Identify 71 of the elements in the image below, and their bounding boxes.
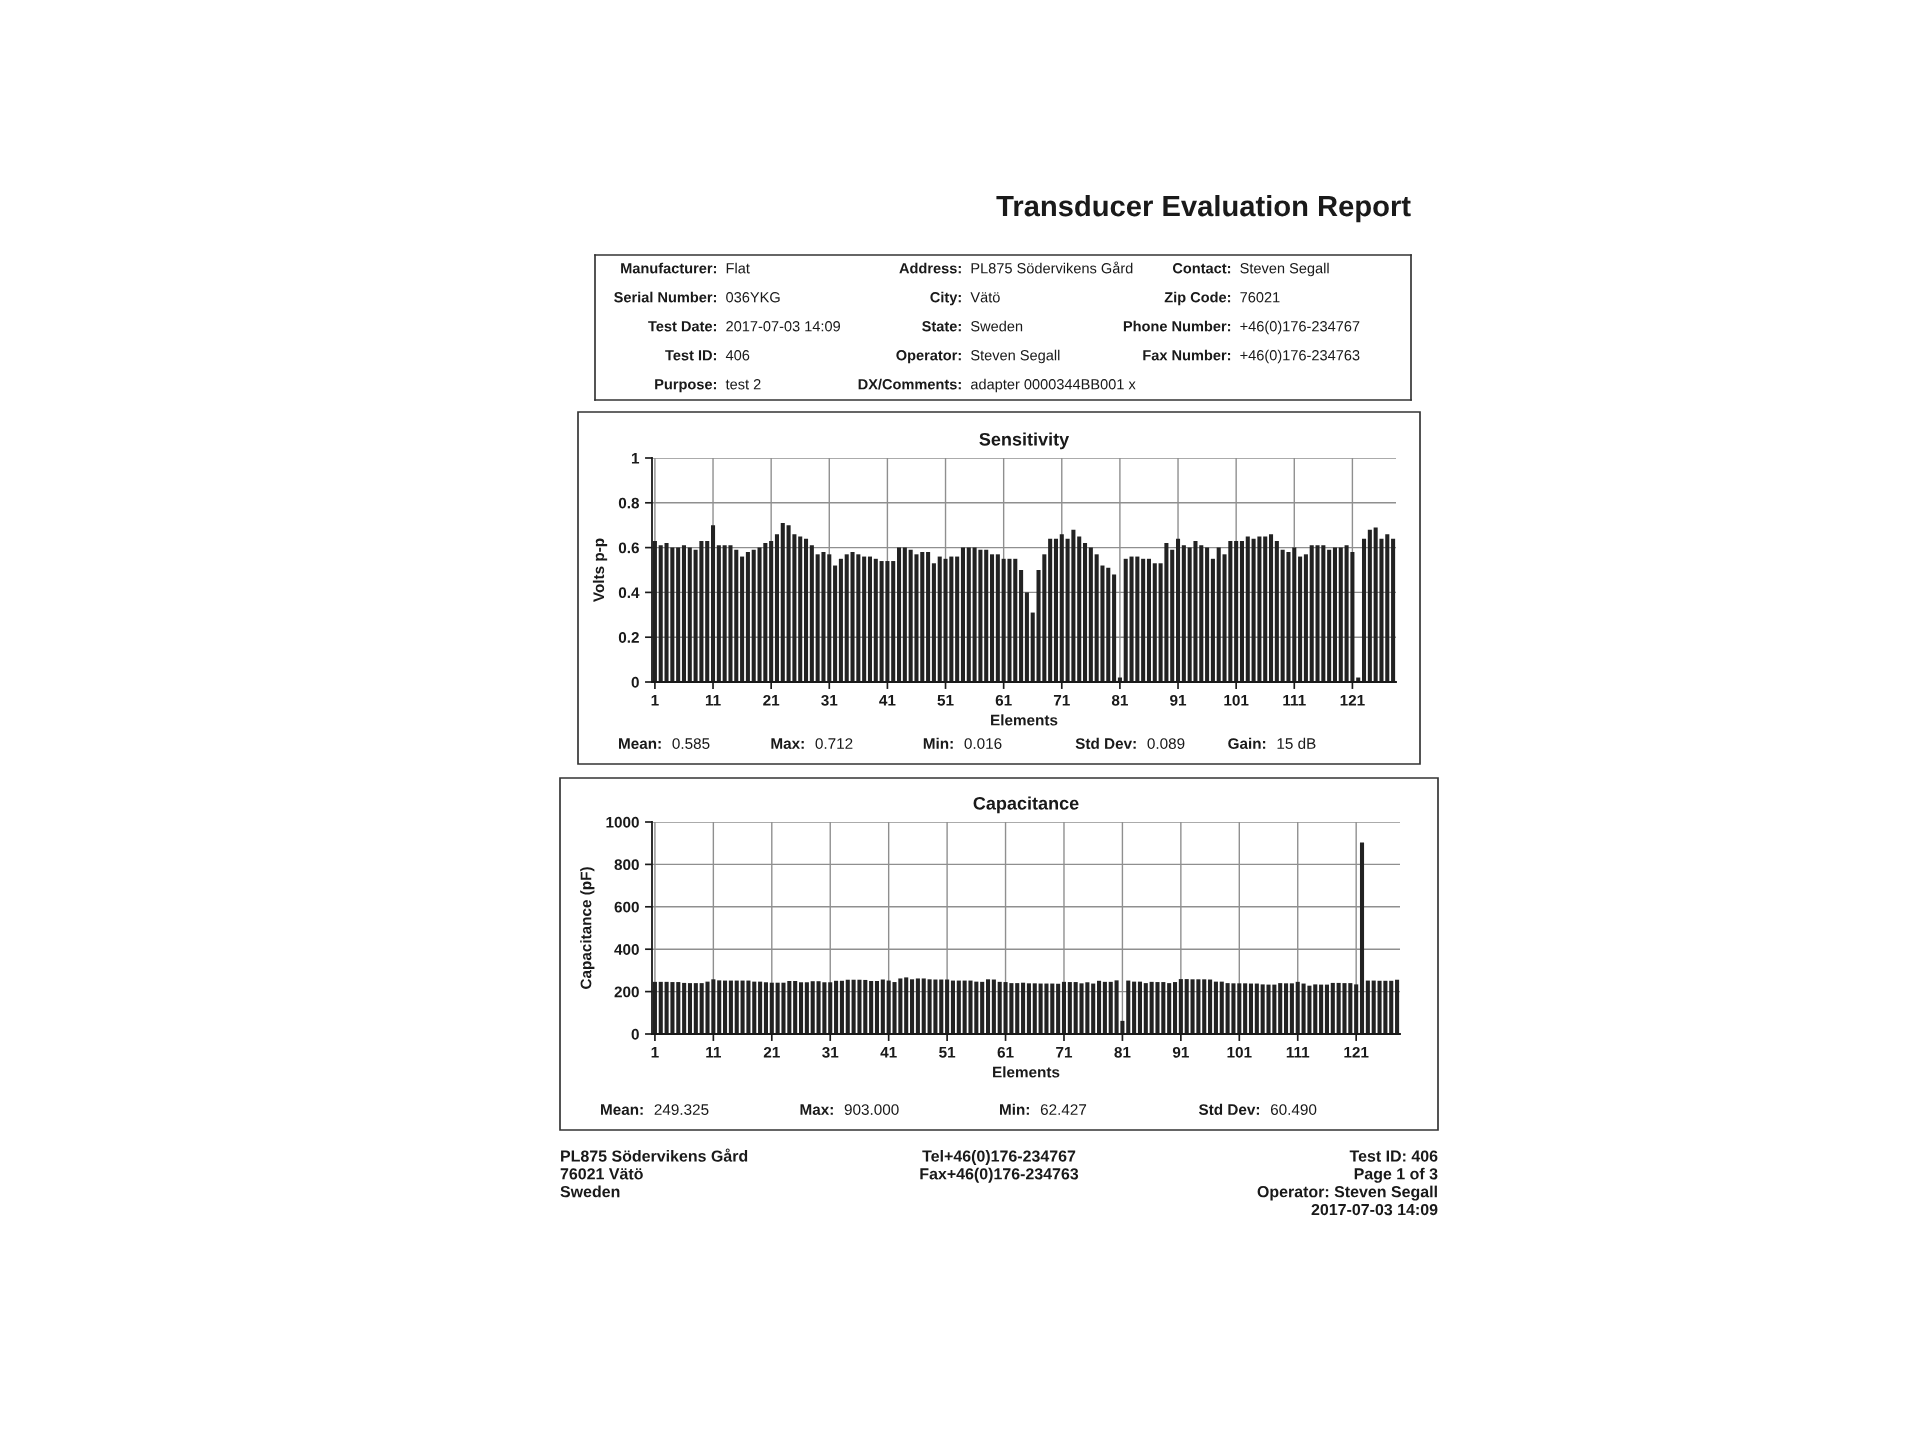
x-tick-label: 111 (1283, 695, 1306, 706)
y-axis-title: Volts p-p (592, 538, 608, 602)
y-tick-label: 0.4 (618, 587, 640, 599)
x-axis-title: Elements (991, 714, 1058, 726)
y-axis-title: Capacitance (pF) (580, 867, 595, 989)
x-tick-label: 11 (705, 695, 721, 706)
chart-title: Capacitance (973, 796, 1079, 814)
chart-title: Sensitivity (979, 432, 1070, 450)
text: Test ID: 406 Page 1 of 3 Operator: Steven Segall 2017-07-03 14:09 (1257, 1150, 1438, 1216)
x-tick-label: 1 (651, 695, 659, 706)
x-tick-label: 11 (706, 1047, 722, 1058)
x-tick-label: 41 (879, 695, 896, 706)
x-tick-label: 51 (937, 695, 954, 706)
x-tick-label: 31 (822, 1046, 839, 1058)
text: Address: PL875 Södervikens Gård (899, 261, 1133, 274)
x-tick-label: 91 (1172, 1046, 1189, 1058)
x-tick-label: 121 (1344, 1046, 1369, 1058)
y-tick-label: 1000 (606, 816, 639, 828)
y-tick-label: 200 (614, 986, 639, 998)
x-tick-label: 71 (1053, 695, 1070, 706)
text: City: Vätö (930, 291, 1000, 306)
text: Std Dev: 60.490 (1198, 1103, 1317, 1115)
y-tick-label: 600 (614, 901, 639, 913)
y-tick-label: 0 (631, 676, 639, 688)
text: PL875 Södervikens Gård 76021 Vätö Sweden (560, 1148, 748, 1198)
x-tick-label: 41 (880, 1047, 897, 1058)
text: Transducer Evaluation Report (996, 194, 1411, 223)
y-tick-label: 800 (614, 859, 639, 871)
text: DX/Comments: adapter 0000344BB001 x (858, 378, 1136, 393)
y-tick-label: 0 (631, 1028, 639, 1040)
x-tick-label: 101 (1224, 694, 1249, 706)
x-axis-title: Elements (993, 1066, 1060, 1078)
y-tick-label: 0.2 (618, 632, 639, 643)
text: Test ID: 406 (665, 350, 750, 361)
x-tick-label: 21 (763, 1046, 780, 1058)
x-tick-label: 51 (939, 1047, 956, 1058)
text: Max: 903.000 (800, 1104, 899, 1115)
x-tick-label: 81 (1111, 694, 1128, 706)
x-tick-label: 1 (651, 1047, 659, 1058)
x-tick-label: 111 (1286, 1047, 1310, 1058)
x-tick-label: 61 (995, 694, 1012, 706)
text: Mean: 0.585 (619, 738, 710, 749)
text: Phone Number: +46(0)176-234767 (1123, 320, 1360, 335)
text: Gain: 15 dB (1228, 737, 1316, 749)
text: Purpose: test 2 (655, 379, 761, 393)
x-tick-label: 31 (821, 694, 838, 706)
x-tick-label: 81 (1114, 1046, 1131, 1058)
x-tick-label: 101 (1227, 1046, 1252, 1058)
x-tick-label: 21 (763, 694, 780, 706)
y-tick-label: 0.6 (618, 542, 639, 554)
text: Test Date: 2017-07-03 14:09 (648, 321, 841, 332)
y-tick-label: 400 (614, 944, 639, 955)
x-tick-label: 61 (997, 1046, 1014, 1058)
text: Fax Number: +46(0)176-234763 (1143, 349, 1360, 364)
x-tick-label: 91 (1170, 694, 1187, 706)
text: Serial Number: 036YKG (614, 291, 780, 303)
text: Operator: Steven Segall (896, 349, 1060, 364)
text: Contact: Steven Segall (1172, 262, 1329, 277)
x-tick-label: 71 (1056, 1047, 1073, 1058)
y-tick-label: 0.8 (618, 497, 640, 509)
text: Zip Code: 76021 (1164, 291, 1280, 306)
x-tick-label: 121 (1340, 694, 1365, 706)
text: Mean: 249.325 (601, 1104, 709, 1115)
y-tick-label: 1 (631, 453, 640, 464)
text: Manufacturer: Flat (621, 262, 750, 274)
text: Tel+46(0)176-234767 Fax+46(0)176-234763 (920, 1150, 1079, 1183)
text: Max: 0.712 (771, 738, 853, 749)
text: Min: 0.016 (923, 737, 1002, 749)
text: Min: 62.427 (1000, 1103, 1087, 1115)
text: State: Sweden (922, 320, 1023, 332)
text: Std Dev: 0.089 (1075, 737, 1185, 749)
